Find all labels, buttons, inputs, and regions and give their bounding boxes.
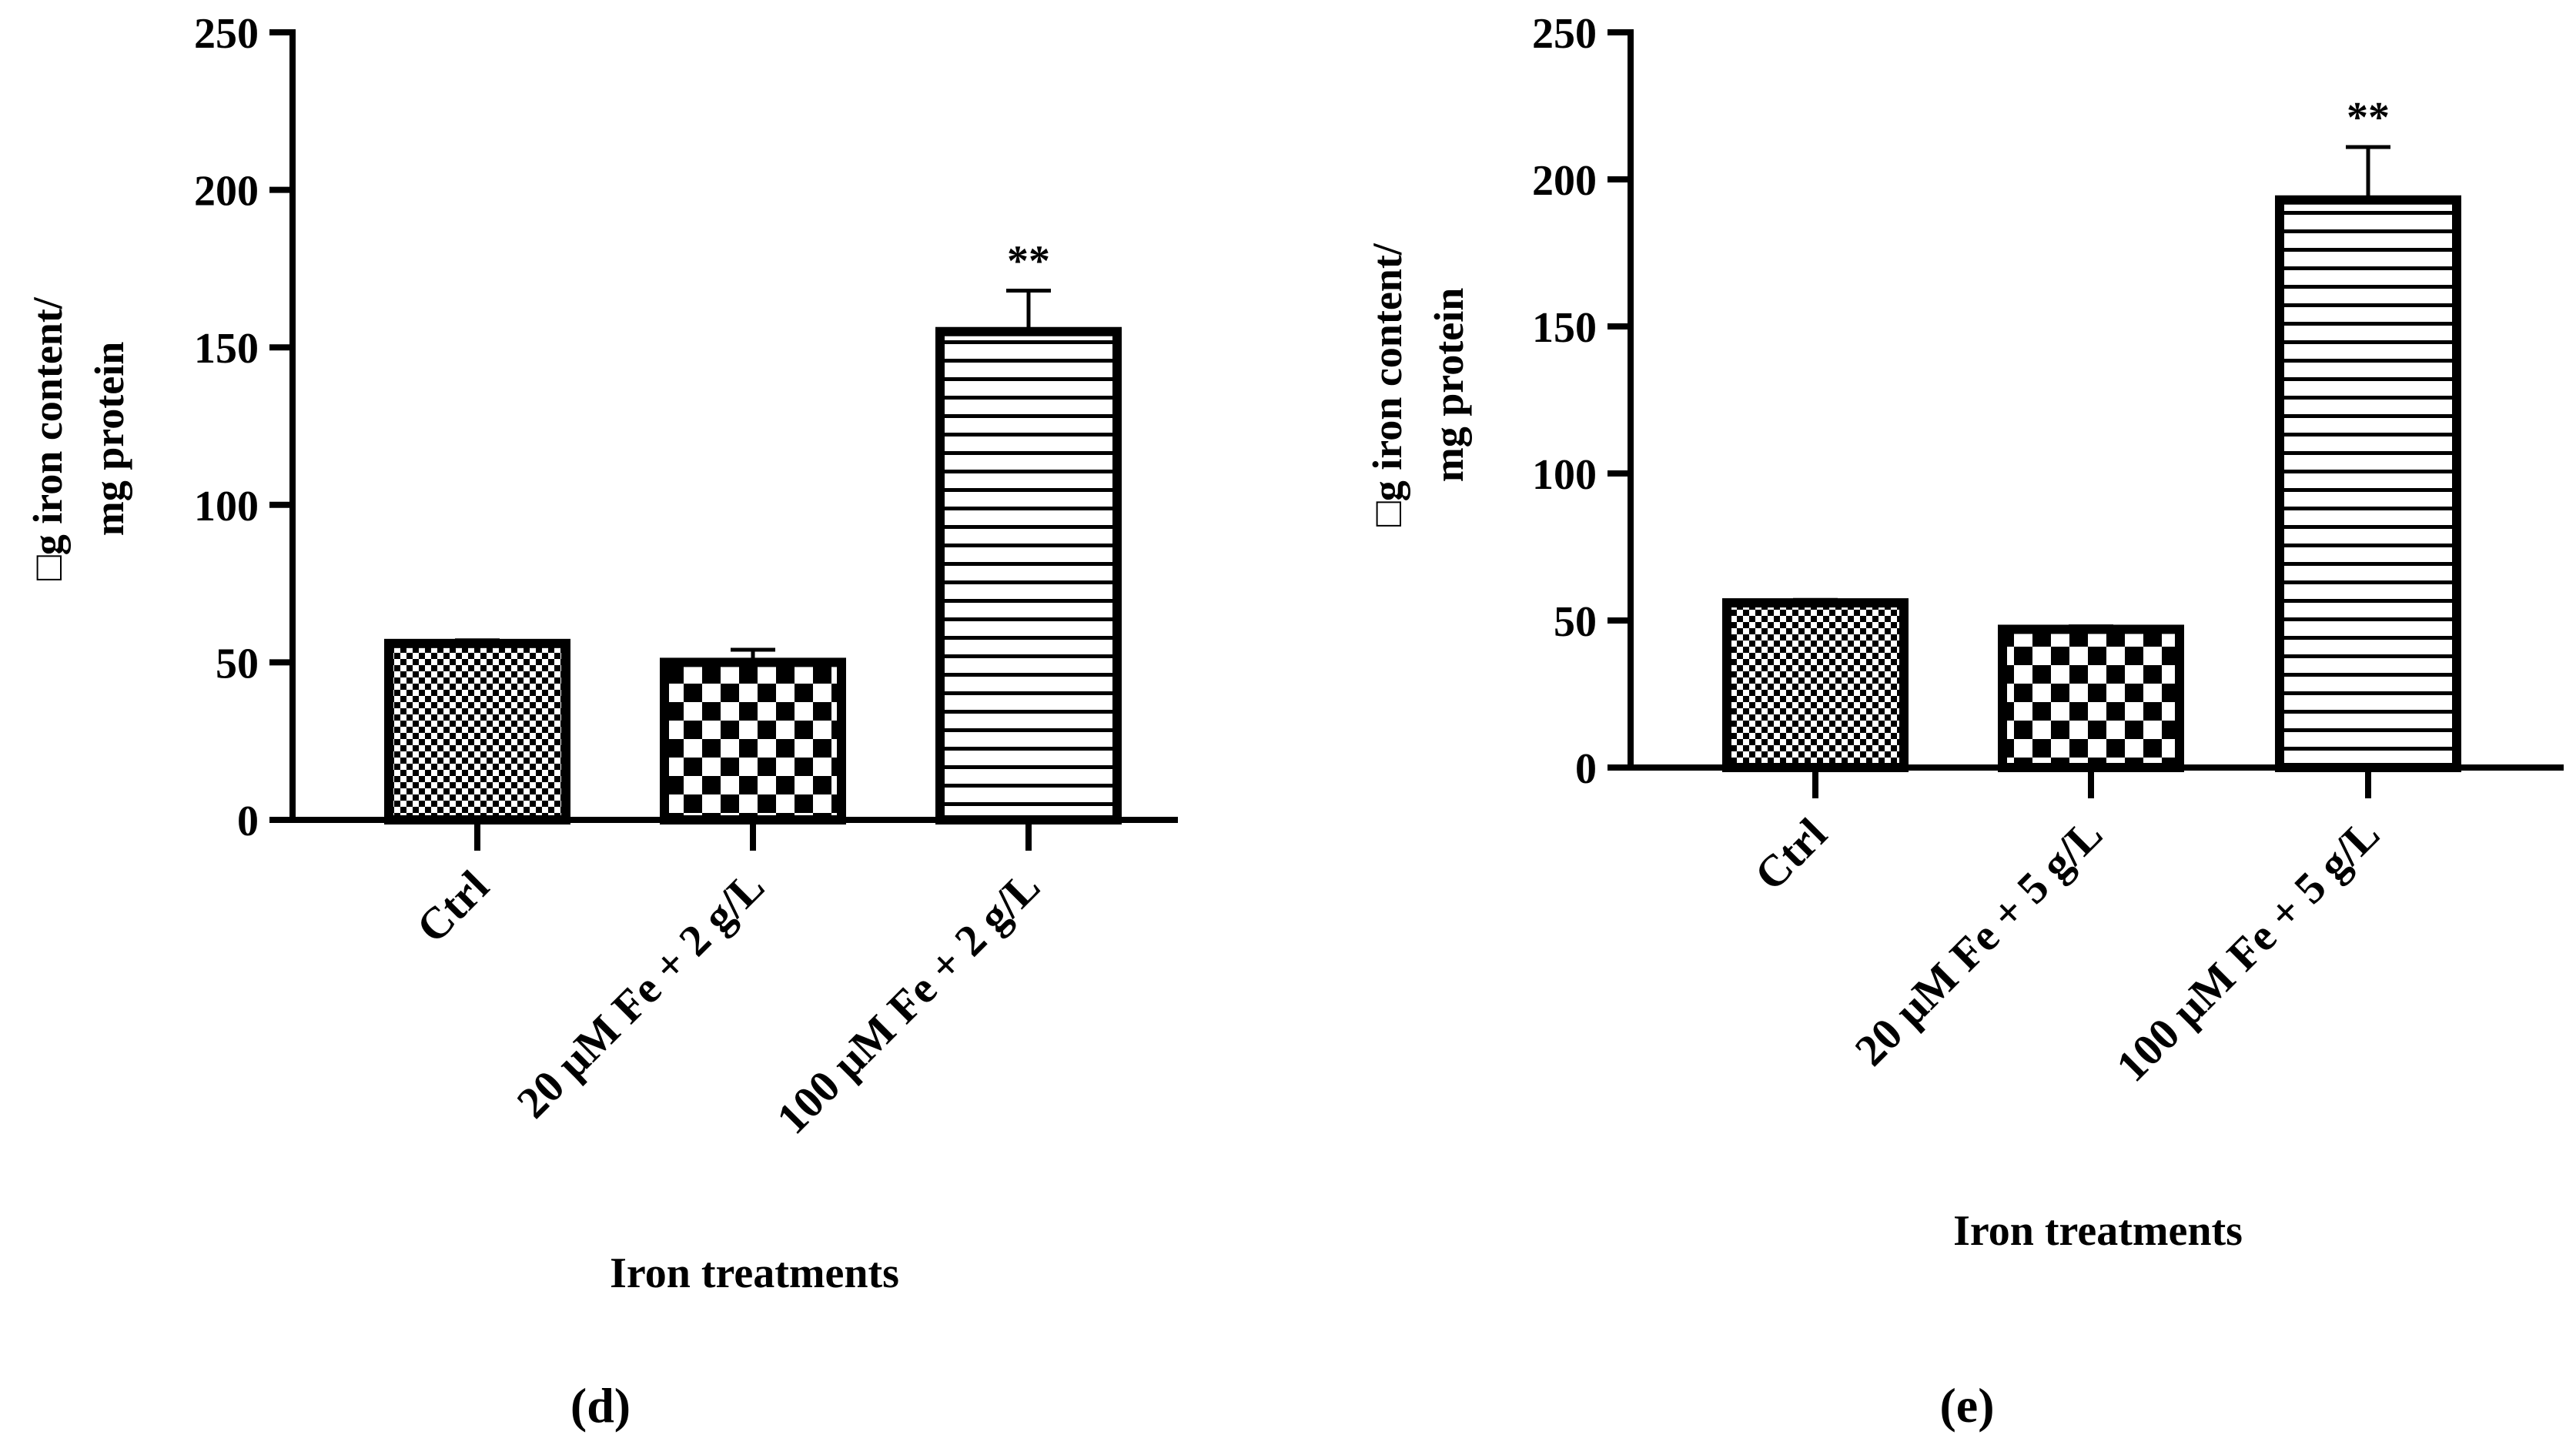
bar — [935, 326, 1122, 825]
x-axis-label: Iron treatments — [1953, 1207, 2243, 1255]
y-tick-label: 50 — [1554, 598, 1597, 646]
y-axis-label-line2: mg protein — [1426, 288, 1472, 483]
y-tick-label: 200 — [1532, 157, 1597, 205]
y-axis-label-line1: □g iron content/ — [1364, 243, 1410, 527]
x-tick-label: 100 μM Fe + 5 g/L — [2106, 808, 2389, 1091]
panel-label-letter: e — [1956, 1378, 1978, 1433]
y-axis-label: □g iron content/ mg protein — [1364, 243, 1472, 527]
bar — [2275, 195, 2461, 772]
y-tick-label: 100 — [194, 483, 259, 530]
bar — [1998, 624, 2184, 773]
plot-area: 0 50 100 150 200 250 Ctrl 20 μM Fe + 5 g/L ** 100… — [1532, 10, 2564, 1091]
bar — [660, 657, 846, 825]
x-tick-label: Ctrl — [1745, 808, 1836, 900]
y-tick-label: 0 — [1575, 745, 1597, 793]
x-tick-label: Ctrl — [406, 861, 498, 952]
significance-marker: ** — [2347, 94, 2390, 142]
y-axis-label-line2: mg protein — [86, 342, 132, 537]
chart-panel-d: □g iron content/ mg protein 0 50 100 150 200… — [25, 10, 1178, 1433]
y-tick-label: 250 — [1532, 10, 1597, 58]
y-tick-label: 50 — [216, 640, 259, 687]
y-tick-label: 250 — [194, 10, 259, 58]
x-tick-label: 20 μM Fe + 2 g/L — [507, 861, 774, 1128]
y-axis-label: □g iron content/ mg protein — [25, 296, 132, 580]
y-tick-label: 150 — [1532, 304, 1597, 352]
y-axis-label-line1: □g iron content/ — [25, 296, 71, 580]
x-tick-label: 100 μM Fe + 2 g/L — [767, 861, 1049, 1143]
panel-label: (e) — [1939, 1378, 1994, 1433]
significance-marker: ** — [1007, 238, 1050, 286]
chart-panel-e: □g iron content/ mg protein 0 50 100 150 200… — [1364, 10, 2564, 1433]
y-tick-label: 100 — [1532, 451, 1597, 499]
bar — [1722, 598, 1909, 773]
y-tick-label: 150 — [194, 325, 259, 373]
y-tick-label: 200 — [194, 168, 259, 216]
plot-area: 0 50 100 150 200 250 Ctrl 20 μM Fe + 2 g/L ** 100… — [194, 10, 1178, 1143]
x-axis-label: Iron treatments — [610, 1249, 899, 1297]
panel-label: (d) — [570, 1378, 631, 1433]
y-tick-label: 0 — [237, 798, 259, 845]
x-tick-label: 20 μM Fe + 5 g/L — [1845, 808, 2113, 1075]
panel-label-letter: d — [587, 1378, 614, 1433]
bar — [384, 638, 570, 825]
